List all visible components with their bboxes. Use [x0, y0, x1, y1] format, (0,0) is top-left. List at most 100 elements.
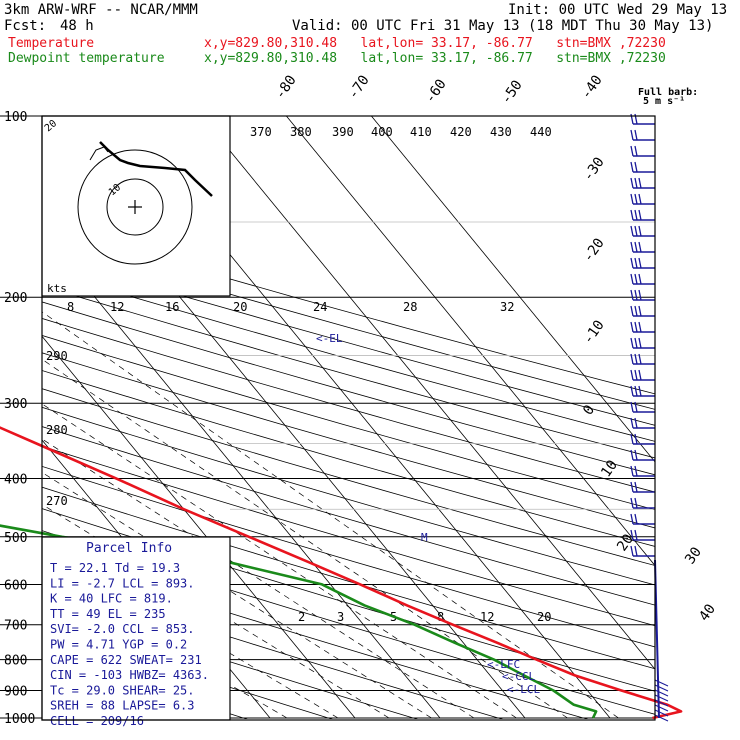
dry-adiabat-line	[42, 238, 655, 410]
dry-adiabat-line	[42, 426, 655, 606]
wind-barb-flag	[634, 465, 638, 477]
dry-adiabat-line	[42, 600, 418, 719]
dry-adiabat-label: 270	[46, 494, 68, 508]
wind-barb-flag	[638, 353, 642, 365]
barb-legend-value: 5 m s⁻¹	[643, 96, 685, 107]
pressure-label: 500	[4, 531, 27, 546]
wind-barb-flag	[630, 161, 634, 173]
isotherm-label: -50	[498, 77, 526, 107]
wind-barb-flag	[630, 385, 634, 397]
wind-barb-flag	[630, 241, 634, 253]
wind-barb-flag	[634, 225, 638, 237]
pressure-label: 900	[4, 684, 27, 699]
wind-barb-flag	[638, 385, 642, 397]
wind-barb-flag	[630, 513, 634, 525]
wind-barb-flag	[630, 417, 634, 429]
isotherm-line	[42, 232, 441, 719]
isotherm-label: -40	[578, 72, 606, 102]
parcel-info-row: K = 40 LFC = 819.	[50, 592, 173, 606]
parcel-info-row: SREH = 88 LAPSE= 6.3	[50, 699, 195, 713]
theta-e-label: 440	[530, 125, 552, 139]
parcel-info-row: CELL = 209/16	[50, 714, 144, 728]
plot-frame	[41, 115, 656, 721]
parcel-info-row: CIN = -103 HWBZ= 4363.	[50, 668, 209, 682]
wind-barb-flag	[634, 433, 638, 445]
wind-barb-flag	[630, 177, 634, 189]
barb-legend-title: Full barb:	[638, 87, 698, 98]
dry-adiabat-line	[42, 285, 655, 459]
wind-barb-lower	[654, 699, 669, 707]
wind-barb-flag	[634, 385, 638, 397]
moist-adiabat-line	[42, 403, 517, 719]
wind-barb-flag	[634, 273, 638, 285]
wind-barb-flag	[630, 289, 634, 301]
hodograph-unit-label: kts	[47, 282, 67, 295]
dry-adiabat-line	[42, 445, 655, 627]
wind-barb-flag	[634, 497, 638, 509]
wind-barb-flag	[634, 529, 638, 541]
parcel-info-row: TT = 49 EL = 235	[50, 607, 166, 621]
dry-adiabat-line	[42, 508, 655, 692]
wind-barb-flag	[630, 145, 634, 157]
pressure-label: 700	[4, 619, 27, 634]
dewpoint-profile	[0, 524, 598, 719]
mixing-ratio-label-lower: 8	[437, 610, 444, 624]
pressure-label: 400	[4, 472, 27, 487]
wind-barb-lower	[654, 704, 669, 712]
wind-barb-flag	[630, 353, 634, 365]
wind-barb-flag	[634, 337, 638, 349]
wind-barb-flag	[630, 465, 634, 477]
dry-adiabat-line	[42, 224, 655, 395]
wind-barb-flag	[634, 321, 638, 333]
mixing-ratio-label: 16	[165, 300, 179, 314]
hodograph-trace-low	[89, 146, 109, 161]
wind-barb-flag	[634, 241, 638, 253]
theta-e-label: 380	[290, 125, 312, 139]
wind-barb-flag	[630, 209, 634, 221]
wind-barb-flag	[630, 529, 634, 541]
isotherm-line	[201, 116, 655, 670]
parcel-info-rows: T = 22.1 Td = 19.3LI = -2.7 LCL = 893. K …	[50, 561, 209, 728]
pressure-label: 800	[4, 654, 27, 669]
hodograph-box	[41, 115, 231, 297]
wind-barb-flag	[630, 337, 634, 349]
wind-barb-flag	[634, 193, 638, 205]
wind-barb-lower	[654, 694, 669, 702]
dry-adiabat-line	[42, 625, 333, 719]
isotherm-line	[371, 116, 655, 463]
moist-adiabat-line	[42, 472, 432, 719]
isotherm-label: -30	[580, 154, 608, 184]
isotherm-line	[286, 116, 655, 567]
wind-barb-flag	[630, 129, 634, 141]
wind-barb-flag	[634, 305, 638, 317]
wind-barb-flag	[634, 449, 638, 461]
dry-adiabat-line	[42, 486, 655, 670]
model-title: 3km ARW-WRF -- NCAR/MMM	[4, 2, 198, 18]
dewpoint-legend-label: Dewpoint temperature	[8, 51, 165, 66]
isotherm-label: 40	[696, 601, 719, 624]
wind-barb-flag	[634, 401, 638, 413]
pressure-label: 1000	[4, 712, 35, 727]
freezing-level-marker: M	[421, 531, 428, 544]
wind-barb-flag	[638, 369, 642, 381]
wind-barb-flag	[630, 369, 634, 381]
mixing-ratio-label-lower: 20	[537, 610, 551, 624]
mixing-ratio-label: 32	[500, 300, 514, 314]
wind-barb-flag	[638, 209, 642, 221]
isotherm-label: 30	[682, 544, 705, 567]
wind-barb-flag	[630, 401, 634, 413]
dry-adiabat-line	[42, 254, 655, 426]
wind-barb-flag	[638, 257, 642, 269]
wind-barb-flag	[634, 513, 638, 525]
level-marker: <-LCL	[507, 683, 540, 696]
isotherm-label: -80	[272, 72, 300, 102]
forecast-label: Fcst:	[4, 18, 47, 34]
wind-barb-flag	[634, 545, 638, 557]
wind-barb-flag	[634, 129, 638, 141]
parcel-info-row: SVI= -2.0 CCL = 853.	[50, 622, 195, 636]
wind-barb-flag	[634, 289, 638, 301]
mixing-ratio-label: 8	[67, 300, 74, 314]
wind-barb-flag	[634, 417, 638, 429]
wind-barb-flag	[630, 321, 634, 333]
wind-barbs	[630, 113, 669, 722]
